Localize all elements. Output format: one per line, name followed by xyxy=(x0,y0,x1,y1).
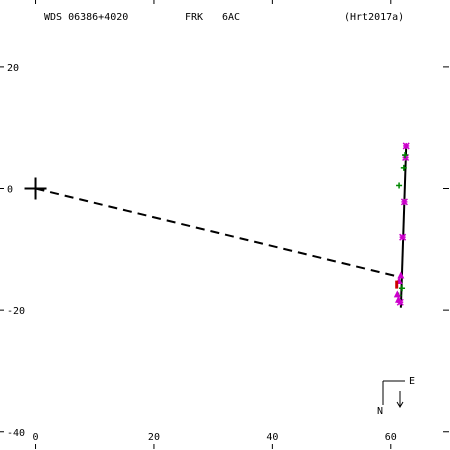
x-tick-label: 40 xyxy=(266,432,278,443)
x-tick-label: 20 xyxy=(148,432,160,443)
header-components: 6AC xyxy=(222,12,240,23)
triangle-point xyxy=(394,295,402,303)
bar-point xyxy=(395,280,399,289)
x-tick-label: 0 xyxy=(33,432,39,443)
header-wds: WDS 06386+4020 xyxy=(44,12,128,23)
triangle-point xyxy=(393,290,401,298)
chart-marks xyxy=(24,142,410,306)
orbit-segment xyxy=(399,146,408,308)
y-tick-label: 0 xyxy=(7,185,13,196)
header-discoverer: FRK xyxy=(185,12,203,23)
connector-line xyxy=(35,187,402,279)
header-reference: (Hrt2017a) xyxy=(344,12,404,23)
x-tick-label: 60 xyxy=(385,432,397,443)
chart-lines xyxy=(35,146,408,308)
compass-north-label: N xyxy=(377,406,383,417)
compass-icon: E N xyxy=(377,376,415,417)
y-tick-label: -40 xyxy=(7,428,25,439)
triangle-point xyxy=(397,271,405,279)
y-tick-label: -20 xyxy=(7,306,25,317)
y-tick-label: 20 xyxy=(7,63,19,74)
compass-east-label: E xyxy=(409,376,415,387)
